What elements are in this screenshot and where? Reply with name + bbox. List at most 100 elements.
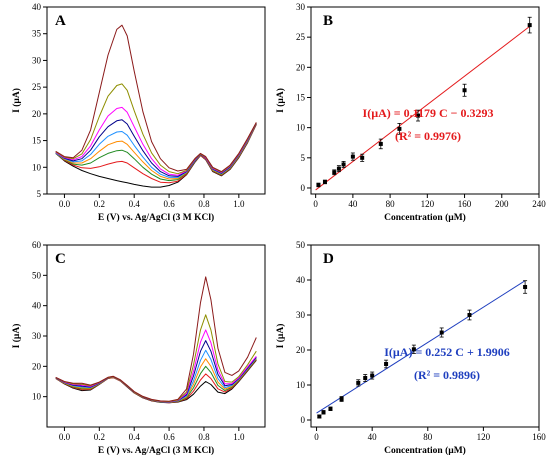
x-tick-label: 80 [386,199,396,209]
data-point [339,397,344,401]
regression-equation: I(µA) = 0.1179 C − 0.3293 [363,106,494,120]
x-tick-label: 40 [348,199,358,209]
y-tick-label: 50 [32,270,42,280]
y-axis-label: I (µA) [11,324,22,349]
data-point [341,162,346,167]
y-tick-label: 30 [32,331,42,341]
panel-c: 0.0 0.2 0.4 0.6 0.8 1.0 10 20 30 40 50 60 E (V) vs. … [11,240,266,456]
y-axis-label: I (µA) [275,324,286,349]
data-point [462,88,467,93]
data-point [363,376,368,380]
fit-line [315,25,530,191]
data-point [336,166,341,171]
y-axis-label: I (µA) [11,88,22,113]
y-tick-label: 25 [296,32,306,42]
data-point [317,414,322,419]
x-tick-label: 240 [532,199,546,209]
panel-d: 0 40 80 120 160 0 10 20 30 40 50 Concentration (µM)… [275,240,546,456]
x-tick-label: 0.4 [129,432,141,442]
y-axis-label: I (µA) [275,88,286,113]
x-tick-label: 80 [423,432,433,442]
data-point [416,113,421,118]
x-tick-label: 1.0 [233,432,245,442]
data-point [321,410,326,415]
x-axis-label: E (V) vs. Ag/AgCl (3 M KCl) [98,212,214,223]
y-tick-label: 60 [32,240,42,250]
y-tick-label: 25 [32,82,42,92]
y-tick-label: 20 [32,109,42,119]
x-axis-label: Concentration (µM) [384,212,466,223]
data-point [356,380,361,385]
y-tick-label: 15 [296,92,306,102]
x-tick-label: 0 [314,432,319,442]
plot-frame [310,244,540,428]
voltammogram-curve-1 [55,124,257,188]
x-tick-label: 160 [532,432,546,442]
x-tick-label: 160 [458,199,472,209]
voltammogram-curve-6 [55,119,257,177]
y-tick-label: 0 [301,415,306,425]
data-point [350,154,355,159]
x-tick-label: 0.4 [129,199,141,209]
x-tick-label: 1.0 [233,199,245,209]
x-tick-label: 120 [421,199,435,209]
y-tick-label: 40 [32,2,42,12]
r-squared-label: (R² = 0.9976) [395,129,461,143]
y-tick-label: 40 [32,301,42,311]
voltammogram-curve-4 [55,358,257,403]
x-tick-label: 0.6 [163,199,175,209]
data-point [384,362,389,366]
x-tick-label: 0.6 [163,432,175,442]
y-tick-label: 10 [32,392,42,402]
voltammogram-curve-8 [55,83,257,175]
data-point [397,126,402,131]
y-tick-label: 20 [32,361,42,371]
panel-a: 0.0 0.2 0.4 0.6 0.8 1.0 5 10 15 20 25 30 35 40 E (V) v… [11,2,266,223]
fit-line [316,280,526,414]
panel-b: 0 40 80 120 160 200 240 0 5 10 15 20 25 30 Concentrati… [275,2,546,223]
panel-label: A [55,13,66,29]
y-tick-label: 20 [296,62,306,72]
y-tick-label: 0 [301,183,306,193]
y-tick-label: 30 [296,2,306,12]
y-tick-label: 50 [296,240,306,250]
x-tick-label: 40 [368,432,378,442]
x-tick-label: 0 [313,199,318,209]
data-point [467,313,472,317]
y-tick-label: 5 [301,153,306,163]
y-tick-label: 10 [296,123,306,133]
data-point [439,330,444,335]
voltammogram-curve-9 [55,276,257,402]
x-tick-label: 0.0 [59,199,71,209]
regression-equation: I(µA) = 0.252 C + 1.9906 [384,345,510,359]
data-point [322,179,327,184]
panel-label: D [323,251,334,267]
plot-frame [46,6,266,195]
y-tick-label: 15 [32,136,42,146]
voltammogram-curve-3 [55,123,257,182]
plot-frame [310,6,540,195]
y-tick-label: 10 [32,162,42,172]
panel-label: C [55,251,66,267]
data-point [378,141,383,146]
voltammogram-curve-3 [55,358,257,403]
data-point [523,285,528,289]
data-point [370,373,375,378]
data-point [316,182,321,187]
x-axis-label: Concentration (µM) [384,445,466,456]
x-tick-label: 200 [495,199,509,209]
y-tick-label: 40 [296,275,306,285]
panel-label: B [323,13,333,29]
voltammogram-curve-9 [55,24,257,173]
r-squared-label: (R² = 0.9896) [414,368,480,382]
data-point [411,347,416,352]
x-tick-label: 0.2 [94,432,105,442]
y-tick-label: 5 [37,189,42,199]
y-tick-label: 20 [296,345,306,355]
x-tick-label: 0.2 [94,199,105,209]
data-point [527,23,532,28]
x-tick-label: 120 [477,432,491,442]
data-point [332,170,337,175]
voltammogram-curve-5 [55,349,257,403]
